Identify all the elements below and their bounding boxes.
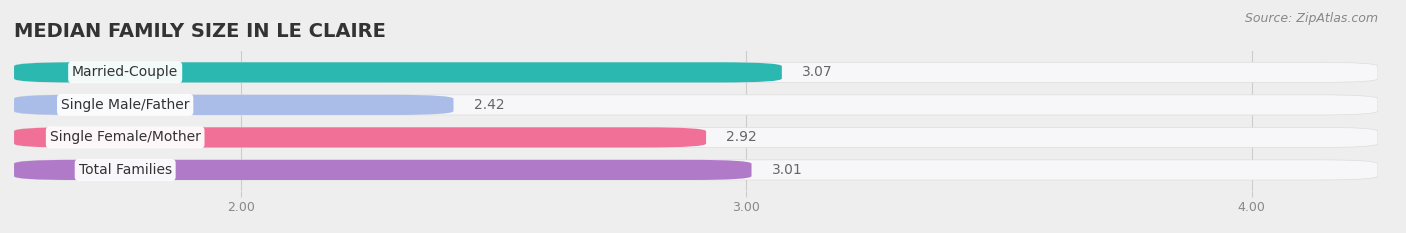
Text: Single Female/Mother: Single Female/Mother (49, 130, 201, 144)
Text: Total Families: Total Families (79, 163, 172, 177)
FancyBboxPatch shape (14, 160, 1378, 180)
FancyBboxPatch shape (14, 160, 752, 180)
Text: 2.42: 2.42 (474, 98, 505, 112)
Text: MEDIAN FAMILY SIZE IN LE CLAIRE: MEDIAN FAMILY SIZE IN LE CLAIRE (14, 22, 385, 41)
Text: 2.92: 2.92 (727, 130, 756, 144)
FancyBboxPatch shape (14, 95, 1378, 115)
FancyBboxPatch shape (14, 127, 1378, 147)
FancyBboxPatch shape (14, 62, 1378, 82)
FancyBboxPatch shape (14, 62, 782, 82)
Text: 3.01: 3.01 (772, 163, 803, 177)
Text: Married-Couple: Married-Couple (72, 65, 179, 79)
FancyBboxPatch shape (14, 95, 454, 115)
Text: 3.07: 3.07 (801, 65, 832, 79)
Text: Source: ZipAtlas.com: Source: ZipAtlas.com (1244, 12, 1378, 25)
FancyBboxPatch shape (14, 127, 706, 147)
Text: Single Male/Father: Single Male/Father (60, 98, 190, 112)
